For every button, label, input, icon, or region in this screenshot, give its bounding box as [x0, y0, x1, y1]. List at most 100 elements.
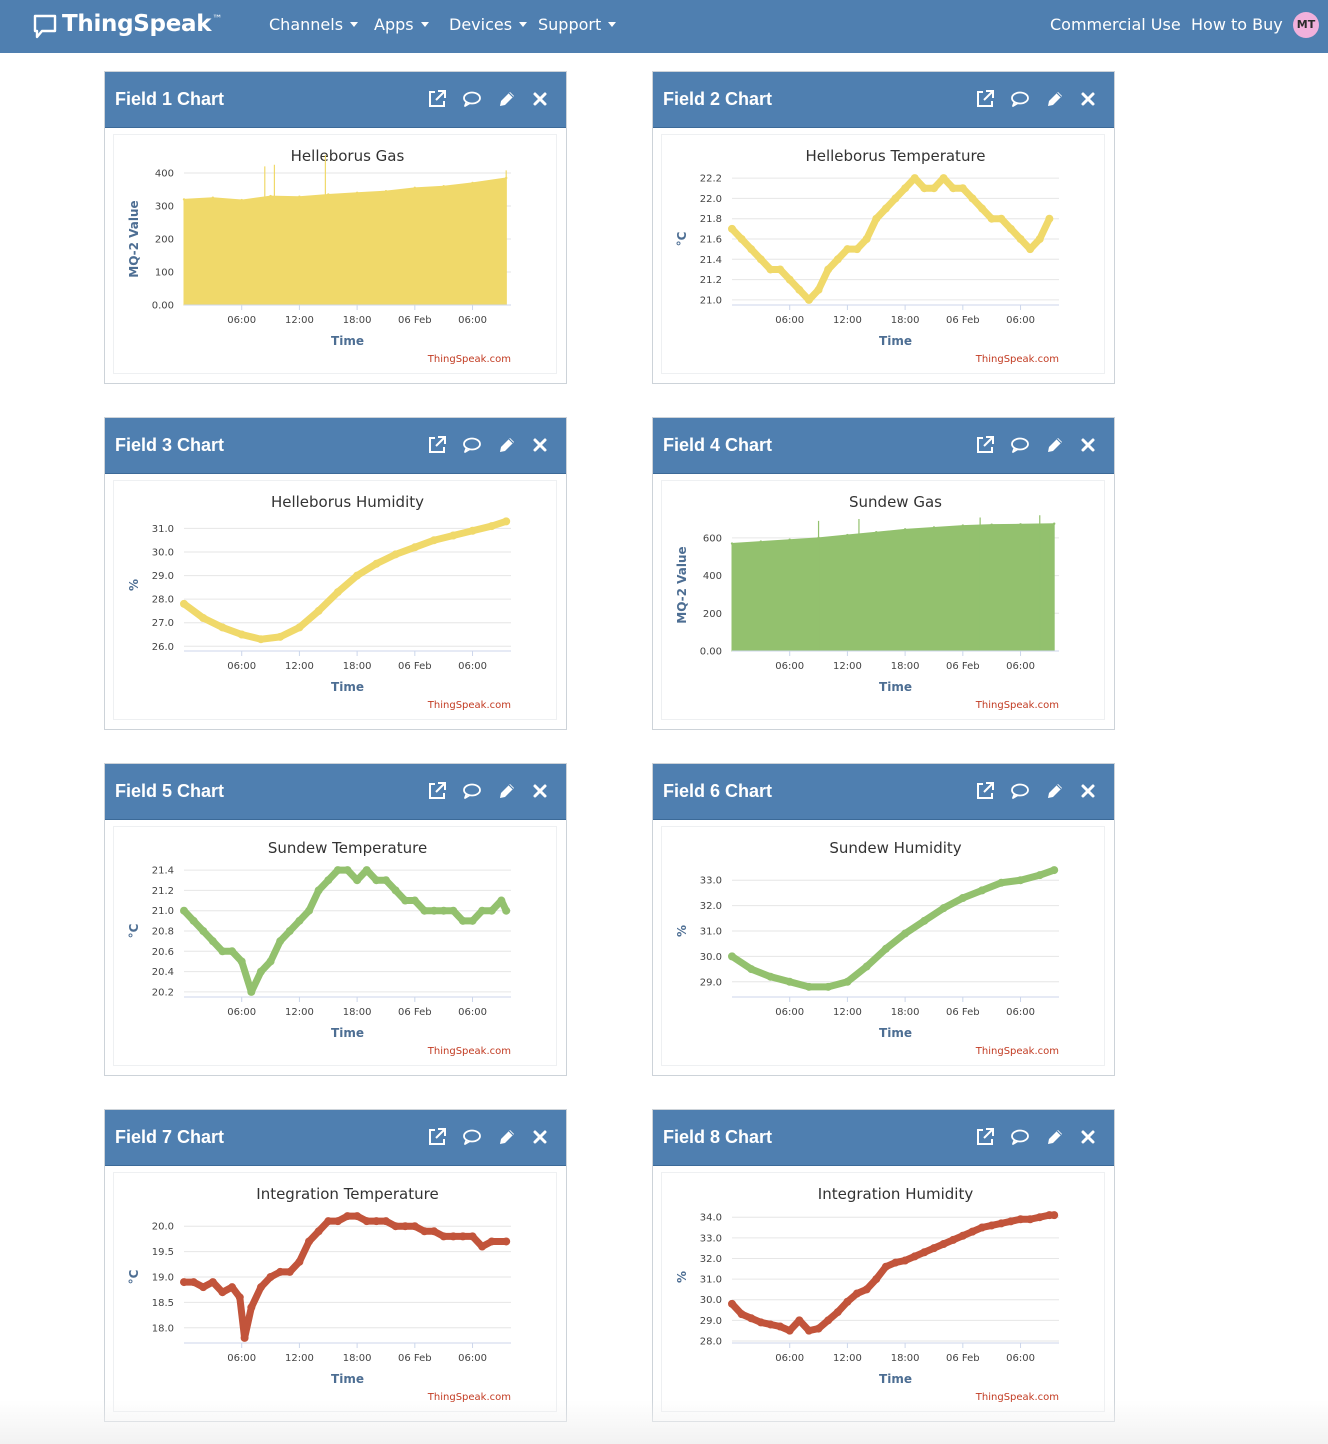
data-point: [502, 1237, 511, 1246]
data-point: [737, 235, 746, 243]
data-point: [401, 896, 410, 905]
widget-header: Field 7 Chart: [105, 1110, 566, 1166]
data-point: [853, 245, 862, 254]
close-icon[interactable]: [528, 433, 552, 457]
external-link-icon[interactable]: [973, 779, 997, 803]
pencil-icon[interactable]: [1043, 433, 1067, 457]
comment-icon[interactable]: [460, 779, 484, 803]
close-icon[interactable]: [528, 87, 552, 111]
external-link-icon[interactable]: [973, 87, 997, 111]
chart-svg: Helleborus Gas 0.00 100 200 300 400 06:00 12:00…: [127, 147, 511, 365]
external-link-icon[interactable]: [425, 1125, 449, 1149]
data-point: [180, 906, 188, 915]
y-tick-label: 600: [703, 533, 722, 544]
pencil-icon[interactable]: [1043, 779, 1067, 803]
pencil-icon[interactable]: [1043, 87, 1067, 111]
data-point: [182, 198, 186, 201]
data-point: [420, 1227, 429, 1236]
credits-link[interactable]: ThingSpeak.com: [427, 1392, 511, 1403]
pencil-icon[interactable]: [495, 1125, 519, 1149]
x-tick-label: 06:00: [227, 315, 256, 326]
pencil-icon[interactable]: [495, 779, 519, 803]
y-tick-label: 20.4: [152, 967, 174, 978]
data-point: [795, 285, 804, 294]
external-link-icon[interactable]: [425, 87, 449, 111]
widget-header: Field 5 Chart: [105, 764, 566, 820]
data-point: [449, 1232, 458, 1241]
data-point: [843, 245, 852, 254]
credits-link[interactable]: ThingSpeak.com: [427, 1046, 511, 1057]
user-avatar[interactable]: MT: [1293, 12, 1319, 38]
pencil-icon[interactable]: [1043, 1125, 1067, 1149]
external-link-icon[interactable]: [973, 433, 997, 457]
data-point: [747, 1314, 756, 1323]
credits-link[interactable]: ThingSpeak.com: [975, 1392, 1059, 1403]
comment-icon[interactable]: [1008, 1125, 1032, 1149]
data-point: [1006, 224, 1015, 233]
chart-widget-field-8-chart: Field 8 Chart Integration Humidity 28.0 29.…: [652, 1109, 1115, 1422]
data-point: [381, 1217, 390, 1226]
pencil-icon[interactable]: [495, 433, 519, 457]
widget-title: Field 2 Chart: [663, 89, 773, 109]
devices-menu[interactable]: Devices: [449, 15, 528, 34]
series: [728, 1211, 1059, 1335]
comment-icon[interactable]: [460, 87, 484, 111]
credits-link[interactable]: ThingSpeak.com: [427, 354, 511, 365]
close-icon[interactable]: [528, 1125, 552, 1149]
data-point: [211, 196, 215, 199]
data-point: [269, 194, 272, 198]
data-point: [1016, 235, 1025, 243]
line-series: [728, 174, 1053, 304]
how-to-buy-link[interactable]: How to Buy: [1191, 15, 1283, 34]
area-series: [183, 177, 507, 306]
data-point: [327, 193, 330, 196]
data-point: [343, 866, 352, 875]
channels-menu[interactable]: Channels: [269, 15, 359, 34]
close-icon[interactable]: [528, 779, 552, 803]
commercial-use-link[interactable]: Commercial Use: [1050, 15, 1181, 34]
close-icon[interactable]: [1076, 87, 1100, 111]
y-tick-label: 30.0: [152, 548, 174, 559]
data-point: [929, 184, 938, 193]
data-point: [256, 1283, 265, 1292]
x-tick-label: 18:00: [343, 1353, 372, 1364]
x-tick-label: 06:00: [1006, 661, 1035, 672]
y-tick-label: 20.8: [152, 927, 174, 938]
data-point: [728, 952, 736, 961]
external-link-icon[interactable]: [425, 433, 449, 457]
comment-icon[interactable]: [1008, 433, 1032, 457]
chart-widget-field-2-chart: Field 2 Chart Helleborus Temperature 21.0 2…: [652, 71, 1115, 384]
data-point: [391, 886, 400, 895]
data-point: [237, 630, 246, 639]
apps-menu[interactable]: Apps: [374, 15, 429, 34]
chart-widget-field-1-chart: Field 1 Chart Helleborus Gas 0.00 100 200 300…: [104, 71, 567, 384]
external-link-icon[interactable]: [973, 1125, 997, 1149]
support-menu[interactable]: Support: [538, 15, 617, 34]
comment-icon[interactable]: [460, 433, 484, 457]
data-point: [1050, 866, 1059, 875]
comment-icon[interactable]: [1008, 87, 1032, 111]
data-point: [901, 184, 910, 193]
credits-link[interactable]: ThingSpeak.com: [975, 700, 1059, 711]
chart-title: Integration Humidity: [818, 1185, 974, 1203]
data-point: [824, 1316, 833, 1325]
area-series: [731, 523, 1055, 652]
credits-link[interactable]: ThingSpeak.com: [427, 700, 511, 711]
external-link-icon[interactable]: [425, 779, 449, 803]
data-point: [410, 896, 419, 905]
data-point: [199, 1283, 208, 1292]
close-icon[interactable]: [1076, 779, 1100, 803]
data-point: [987, 214, 996, 223]
chart-widget-field-5-chart: Field 5 Chart Sundew Temperature 20.2 20.4 2…: [104, 763, 567, 1076]
credits-link[interactable]: ThingSpeak.com: [975, 1046, 1059, 1057]
comment-icon[interactable]: [1008, 779, 1032, 803]
pencil-icon[interactable]: [495, 87, 519, 111]
comment-icon[interactable]: [460, 1125, 484, 1149]
close-icon[interactable]: [1076, 1125, 1100, 1149]
data-point: [958, 184, 967, 193]
close-icon[interactable]: [1076, 433, 1100, 457]
data-point: [881, 204, 890, 213]
data-point: [218, 1288, 227, 1297]
x-tick-label: 06:00: [1006, 1353, 1035, 1364]
credits-link[interactable]: ThingSpeak.com: [975, 354, 1059, 365]
